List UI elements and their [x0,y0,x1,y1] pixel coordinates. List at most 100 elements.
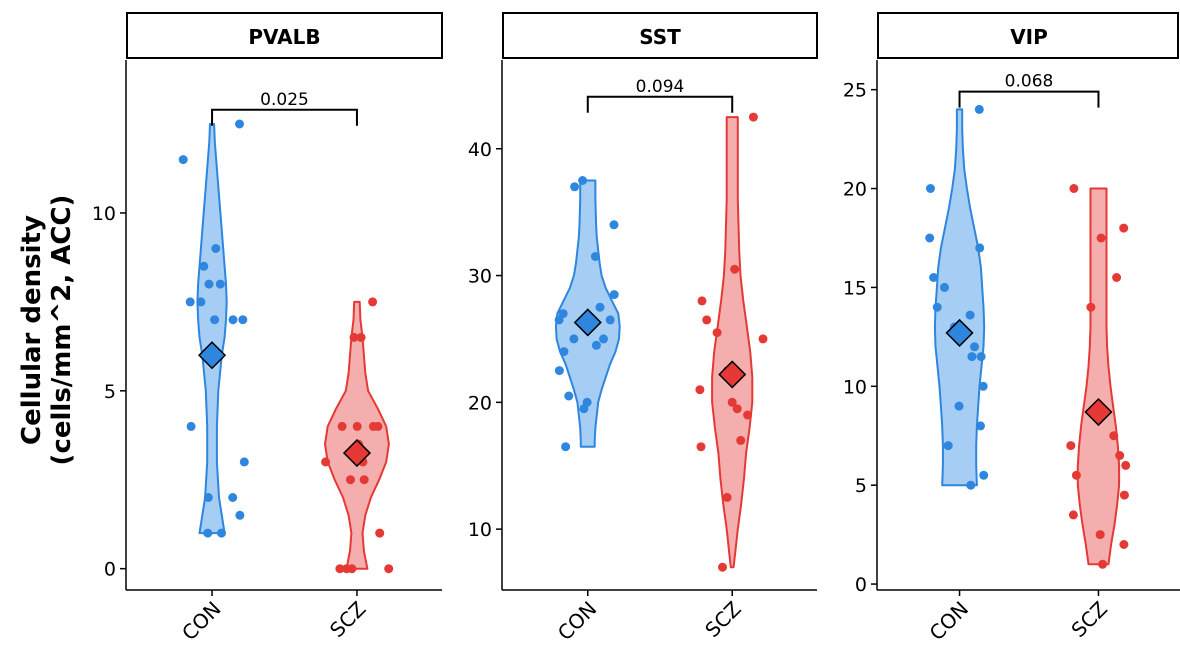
x-tick-label-vip-scz: SCZ [1066,597,1112,643]
data-point-vip-con [967,352,977,362]
p-value-label-sst: 0.094 [636,77,685,97]
y-tick-label-sst-30: 30 [468,266,492,288]
y-tick-label-sst-40: 40 [468,139,492,161]
data-point-vip-scz [1066,441,1076,451]
data-point-sst-con [605,315,615,325]
mean-marker-vip-scz [1084,397,1113,427]
data-point-pvalb-con [204,279,214,289]
data-point-vip-con [978,381,988,391]
data-point-pvalb-scz [337,421,347,431]
data-point-sst-con [590,252,600,261]
data-point-vip-scz [1119,223,1129,233]
x-tick-label-pvalb-con: CON [177,597,226,645]
data-point-vip-scz [1086,302,1096,312]
data-point-vip-scz [1098,559,1108,569]
data-point-pvalb-con [228,493,238,502]
data-point-vip-con [979,470,989,480]
data-point-pvalb-scz [368,297,378,307]
y-tick-label-sst-10: 10 [468,519,492,541]
data-point-vip-scz [1096,233,1106,243]
data-point-sst-scz [702,315,712,325]
data-point-sst-con [554,366,564,376]
violin-vip-con [933,108,986,487]
data-point-vip-scz [1069,184,1079,193]
data-point-pvalb-con [217,528,226,538]
data-point-vip-scz [1071,470,1081,480]
data-point-vip-con [974,104,984,114]
data-point-sst-con [559,347,569,357]
y-tick-label-vip-0: 0 [855,574,867,596]
y-axis-title-line1: Cellular density [17,215,47,445]
y-tick-label-pvalb-0: 0 [104,559,116,581]
data-point-sst-scz [697,296,707,306]
y-tick-label-pvalb-5: 5 [104,381,116,403]
mean-marker-pvalb-scz [342,438,372,468]
data-point-pvalb-scz [375,528,385,538]
data-point-vip-scz [1109,431,1119,441]
mean-marker-sst-con [573,308,602,337]
data-point-pvalb-con [235,119,244,129]
significance-bracket-pvalb [211,108,358,126]
data-point-pvalb-con [178,155,188,165]
data-point-vip-con [932,302,942,312]
data-point-vip-con [966,480,976,490]
data-point-sst-scz [722,492,732,502]
panel-strip-sst [502,12,818,59]
data-point-sst-con [609,290,619,300]
data-point-pvalb-scz [349,332,359,342]
panel-title-pvalb: PVALB [248,25,320,49]
mean-marker-vip-con [945,318,974,347]
data-point-vip-con [970,342,979,352]
data-point-pvalb-scz [346,475,355,485]
group-sst-scz [695,112,768,572]
data-point-vip-scz [1068,510,1078,520]
significance-bracket-sst [586,95,734,113]
data-point-sst-con [564,391,574,401]
data-point-sst-scz [732,404,742,414]
data-point-pvalb-con [210,315,220,325]
data-point-vip-scz [1121,460,1131,470]
data-point-pvalb-con [228,315,238,325]
data-point-pvalb-con [215,279,225,289]
y-tick-label-vip-10: 10 [843,376,867,398]
y-axis-title: Cellular density (cells/mm^2, ACC) [17,195,77,466]
data-point-sst-con [579,404,589,414]
data-point-pvalb-con [185,297,195,307]
x-tick-label-sst-scz: SCZ [700,597,746,643]
data-point-pvalb-scz [356,332,366,342]
p-value-label-pvalb: 0.025 [260,90,309,110]
data-point-sst-con [569,334,579,344]
data-point-vip-con [925,233,935,243]
y-tick-label-vip-20: 20 [843,179,867,201]
data-point-sst-con [609,220,619,230]
data-point-vip-con [943,441,953,451]
data-point-vip-con [965,310,975,320]
data-point-vip-con [975,243,985,253]
data-point-pvalb-con [186,421,196,431]
data-point-pvalb-scz [347,564,357,574]
panel-pvalb: PVALB 0 5 10 CON SCZ 0.025 [92,12,443,645]
data-point-vip-scz [1112,273,1122,282]
x-tick-label-pvalb-scz: SCZ [325,597,371,643]
data-point-sst-scz [736,435,746,445]
data-point-sst-con [561,442,571,452]
data-point-sst-scz [696,442,706,452]
significance-bracket-vip [958,90,1100,108]
panel-title-vip: VIP [1010,25,1048,49]
data-point-sst-scz [743,410,753,420]
data-point-pvalb-scz [335,564,345,574]
data-point-sst-con [570,182,580,192]
data-point-pvalb-scz [352,421,362,431]
violin-pvalb-scz [324,300,390,570]
data-point-pvalb-scz [321,457,331,467]
data-point-vip-con [929,273,939,282]
y-tick-label-vip-25: 25 [843,80,867,102]
data-point-sst-scz [712,328,722,338]
panel-sst: SST 10 20 30 40 CON SCZ 0.094 [468,12,818,645]
group-pvalb-scz [321,297,394,574]
data-point-sst-con [578,176,588,185]
group-sst-con [554,176,621,452]
x-tick-label-sst-con: CON [553,597,602,645]
data-point-vip-con [940,282,949,292]
